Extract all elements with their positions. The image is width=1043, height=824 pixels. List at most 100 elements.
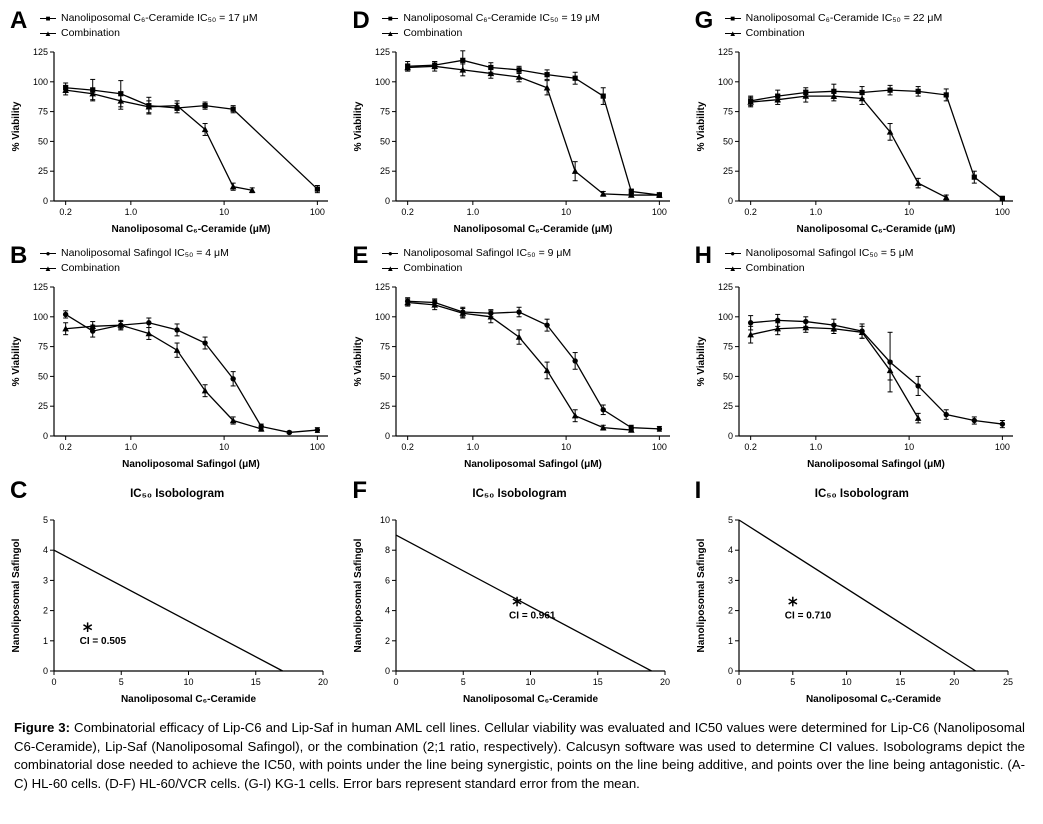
series-square xyxy=(405,50,663,198)
chart-title: IC₅₀ Isobologram xyxy=(472,488,567,500)
triangle-marker-icon xyxy=(656,191,664,198)
circle-marker-icon xyxy=(544,322,551,328)
series-line xyxy=(407,65,660,196)
legend-item: ■ Nanoliposomal C₆-Ceramide IC₅₀ = 22 μM xyxy=(724,11,942,26)
x-axis-label: Nanoliposomal Safingol (μM) xyxy=(464,459,602,470)
triangle-marker-icon xyxy=(431,62,439,70)
y-tick-label: 3 xyxy=(728,575,733,585)
triangle-marker-icon xyxy=(516,333,523,340)
triangle-marker-icon xyxy=(572,412,579,419)
legend-label: Combination xyxy=(745,262,805,274)
series-triangle xyxy=(747,322,922,424)
panel-letter: C xyxy=(10,477,28,504)
series-triangle xyxy=(404,298,635,433)
triangle-marker-icon xyxy=(886,367,894,374)
dose-response-chart-H: 0 25 50 75 100 125 0.2 1.0 10 100 Nanoliposomal Sa… xyxy=(696,282,1013,470)
legend: ■ Nanoliposomal C₆-Ceramide IC₅₀ = 17 μM… xyxy=(40,11,258,41)
isobologram-chart-C: 0 1 2 3 4 5 0 5 10 15 20 Nanoliposomal C₆-Ceramide N… xyxy=(11,515,328,705)
x-tick-label: 10 xyxy=(526,677,536,687)
x-tick-label: 100 xyxy=(652,442,667,452)
y-tick-label: 0 xyxy=(385,666,390,676)
triangle-marker-icon xyxy=(802,324,809,331)
y-tick-label: 125 xyxy=(718,282,733,292)
legend-item: ● Nanoliposomal Safingol IC₅₀ = 4 μM xyxy=(40,246,229,261)
square-marker-icon xyxy=(314,186,320,192)
y-tick-label: 100 xyxy=(718,312,733,322)
circle-marker-icon xyxy=(747,320,754,326)
x-axis-label: Nanoliposomal C₆-Ceramide xyxy=(806,694,942,705)
y-tick-label: 25 xyxy=(723,401,733,411)
series-circle xyxy=(405,297,663,432)
y-tick-label: 75 xyxy=(38,107,48,117)
triangle-marker-icon xyxy=(858,328,866,335)
triangle-marker-icon xyxy=(487,313,495,320)
x-tick-label: 0 xyxy=(736,677,741,687)
chart-title: IC₅₀ Isobologram xyxy=(130,488,225,500)
series-line xyxy=(407,301,632,431)
circle-marker-icon xyxy=(146,320,152,326)
triangle-marker-icon xyxy=(229,417,237,424)
triangle-marker-icon xyxy=(257,425,265,432)
y-axis-label: Nanoliposomal Safingol xyxy=(11,538,22,652)
panel-I: I IC₅₀ Isobologram 0 1 2 3 4 5 0 5 10 15 20 25 Nanol… xyxy=(691,478,1033,707)
y-tick-label: 75 xyxy=(723,342,733,352)
y-tick-label: 4 xyxy=(43,545,48,555)
x-axis-label: Nanoliposomal C₆-Ceramide xyxy=(463,694,599,705)
circle-marker-icon: ● xyxy=(382,248,399,259)
isobologram-chart-F: 0 2 4 6 8 10 0 5 10 15 20 Nanoliposomal C₆-Ceramide… xyxy=(353,515,670,705)
figure-grid: A ■ Nanoliposomal C₆-Ceramide IC₅₀ = 17 … xyxy=(6,8,1033,707)
x-tick-label: 0.2 xyxy=(402,442,415,452)
triangle-marker-icon xyxy=(628,426,635,433)
legend-label: Combination xyxy=(61,27,120,39)
square-marker-icon xyxy=(544,72,550,78)
legend-item: ● Nanoliposomal Safingol IC₅₀ = 5 μM xyxy=(724,246,914,261)
x-tick-label: 5 xyxy=(790,677,795,687)
y-tick-label: 75 xyxy=(723,107,733,117)
y-tick-label: 0 xyxy=(728,431,733,441)
ci-point-asterisk-icon xyxy=(787,596,797,607)
y-tick-label: 0 xyxy=(43,666,48,676)
circle-marker-icon xyxy=(774,317,781,324)
legend-label: Combination xyxy=(403,27,463,39)
y-tick-label: 25 xyxy=(380,401,390,411)
series-triangle xyxy=(62,84,256,194)
circle-marker-icon xyxy=(657,426,663,432)
series-circle xyxy=(747,313,1005,429)
panel-F: F IC₅₀ Isobologram 0 2 4 6 8 10 0 5 10 15 20 Nanoli… xyxy=(348,478,690,707)
legend-item: ▲ Combination xyxy=(382,26,600,41)
square-marker-icon xyxy=(943,92,949,98)
dose-response-chart-D: 0 25 50 75 100 125 0.2 1.0 10 100 Nanoliposomal C₆… xyxy=(353,47,671,235)
x-tick-label: 10 xyxy=(841,677,851,687)
figure-caption: Figure 3: Combinatorial efficacy of Lip-… xyxy=(14,719,1025,794)
series-line xyxy=(65,324,262,430)
triangle-marker-icon xyxy=(747,331,754,338)
y-tick-label: 75 xyxy=(38,342,48,352)
x-tick-label: 0.2 xyxy=(59,442,72,452)
triangle-marker-icon xyxy=(117,321,125,328)
circle-marker-icon xyxy=(286,429,292,436)
panel-E: E ● Nanoliposomal Safingol IC₅₀ = 9 μM ▲… xyxy=(348,243,690,472)
y-tick-label: 4 xyxy=(385,606,390,616)
x-tick-label: 100 xyxy=(995,207,1010,217)
square-marker-icon xyxy=(600,93,607,99)
square-marker-icon xyxy=(488,64,494,71)
triangle-marker-icon xyxy=(572,167,579,174)
ci-value-label: CI = 0.961 xyxy=(509,611,556,622)
y-tick-label: 25 xyxy=(723,166,733,176)
y-axis-label: % Viability xyxy=(353,101,364,151)
chart-title: IC₅₀ Isobologram xyxy=(814,488,909,500)
square-marker-icon xyxy=(572,75,579,81)
x-axis-label: Nanoliposomal C₆-Ceramide (μM) xyxy=(796,224,955,235)
isobole-line xyxy=(738,519,976,672)
y-tick-label: 0 xyxy=(385,196,390,206)
circle-marker-icon xyxy=(174,327,180,333)
circle-marker-icon xyxy=(572,358,579,364)
x-tick-label: 100 xyxy=(310,207,325,217)
panel-header: F IC₅₀ Isobologram xyxy=(348,478,690,512)
y-tick-label: 100 xyxy=(375,312,390,322)
y-tick-label: 75 xyxy=(380,107,390,117)
triangle-marker-icon xyxy=(62,325,69,332)
triangle-marker-icon xyxy=(774,325,781,332)
square-marker-icon xyxy=(516,67,522,73)
x-tick-label: 1.0 xyxy=(125,207,138,217)
